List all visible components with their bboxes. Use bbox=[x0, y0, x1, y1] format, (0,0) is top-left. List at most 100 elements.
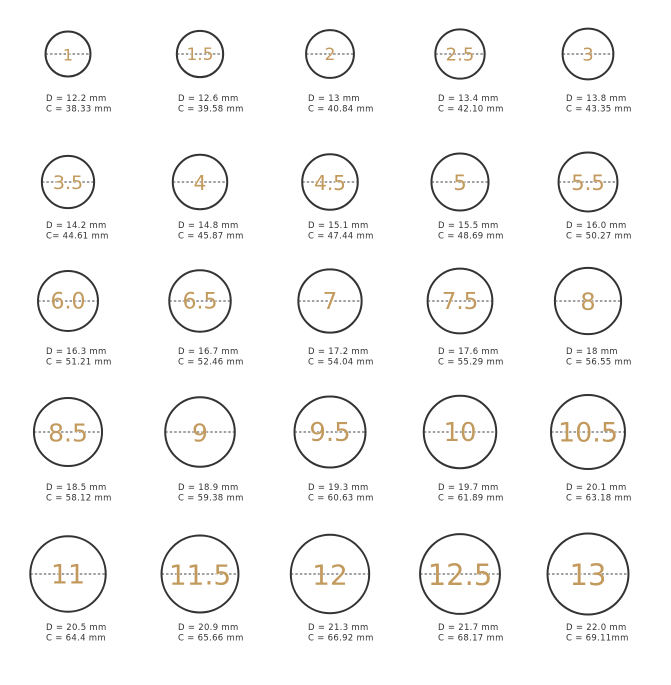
diameter-text: D = 17.6 mm bbox=[438, 347, 499, 357]
diameter-text: D = 22.0 mm bbox=[566, 623, 627, 633]
ring-item: 11.5 D = 20.9 mmC = 65.66 mm bbox=[160, 534, 244, 644]
circumference-text: C = 40.84 mm bbox=[308, 105, 374, 115]
ring-size-label: 8.5 bbox=[48, 419, 88, 448]
circumference-text: C = 58.12 mm bbox=[46, 494, 112, 504]
circumference-text: C = 50.27 mm bbox=[566, 232, 632, 242]
diameter-text: D = 16.0 mm bbox=[566, 221, 627, 231]
diameter-text: D = 13.4 mm bbox=[438, 94, 499, 104]
ring-item: 12 D = 21.3 mmC = 66.92 mm bbox=[289, 533, 374, 644]
ring-item: 9 D = 18.9 mmC = 59.38 mm bbox=[164, 396, 244, 504]
ring-item: 10.5 D = 20.1 mmC = 63.18 mm bbox=[550, 394, 632, 504]
ring-item: 10 D = 19.7 mmC = 61.89 mm bbox=[422, 394, 504, 504]
circumference-text: C = 51.21 mm bbox=[46, 358, 112, 368]
diameter-text: D = 15.1 mm bbox=[308, 221, 369, 231]
ring-size-label: 3 bbox=[582, 45, 593, 66]
ring-size-label: 12 bbox=[312, 559, 348, 592]
ring-size-label: 9.5 bbox=[309, 418, 350, 448]
diameter-text: D = 15.5 mm bbox=[438, 221, 499, 231]
ring-size-label: 5 bbox=[453, 171, 466, 195]
diameter-text: D = 12.6 mm bbox=[178, 94, 239, 104]
ring-size-label: 12.5 bbox=[428, 558, 493, 592]
circumference-text: C = 66.92 mm bbox=[308, 634, 374, 644]
ring-item: 7.5 D = 17.6 mmC = 55.29 mm bbox=[426, 267, 504, 368]
diameter-text: D = 13.8 mm bbox=[566, 94, 627, 104]
circumference-text: C = 65.66 mm bbox=[178, 634, 244, 644]
circumference-text: C = 38.33 mm bbox=[46, 105, 112, 115]
circumference-text: C = 64.4 mm bbox=[46, 634, 106, 644]
diameter-text: D = 16.7 mm bbox=[178, 347, 239, 357]
ring-item: 4 D = 14.8 mmC = 45.87 mm bbox=[171, 153, 244, 242]
circumference-text: C = 48.69 mm bbox=[438, 232, 504, 242]
ring-size-label: 10 bbox=[443, 418, 476, 448]
circumference-text: C = 63.18 mm bbox=[566, 494, 632, 504]
ring-item: 2 D = 13 mmC = 40.84 mm bbox=[305, 29, 374, 115]
circumference-text: C = 59.38 mm bbox=[178, 494, 244, 504]
circumference-text: C = 60.63 mm bbox=[308, 494, 374, 504]
circumference-text: C = 55.29 mm bbox=[438, 358, 504, 368]
circumference-text: C = 42.10 mm bbox=[438, 105, 504, 115]
ring-item: 8 D = 18 mmC = 56.55 mm bbox=[553, 266, 632, 368]
ring-size-label: 2.5 bbox=[446, 45, 475, 66]
ring-size-label: 6.0 bbox=[51, 290, 86, 315]
ring-item: 6.5 D = 16.7 mmC = 52.46 mm bbox=[168, 269, 244, 368]
ring-size-label: 1.5 bbox=[186, 45, 213, 65]
diameter-text: D = 14.8 mm bbox=[178, 221, 239, 231]
circumference-text: C = 43.35 mm bbox=[566, 105, 632, 115]
circumference-text: C = 45.87 mm bbox=[178, 232, 244, 242]
ring-size-label: 1 bbox=[63, 46, 73, 65]
ring-item: 3 D = 13.8 mmC = 43.35 mm bbox=[561, 27, 632, 115]
ring-size-label: 13 bbox=[570, 558, 607, 592]
ring-size-label: 9 bbox=[192, 419, 208, 448]
diameter-text: D = 21.3 mm bbox=[308, 623, 369, 633]
ring-item: 11 D = 20.5 mmC = 64.4 mm bbox=[29, 535, 107, 644]
circumference-text: C = 47.44 mm bbox=[308, 232, 374, 242]
diameter-text: D = 19.3 mm bbox=[308, 483, 369, 493]
ring-item: 6.0 D = 16.3 mmC = 51.21 mm bbox=[37, 270, 112, 368]
ring-size-label: 10.5 bbox=[558, 418, 618, 449]
diameter-text: D = 19.7 mm bbox=[438, 483, 499, 493]
circumference-text: C = 52.46 mm bbox=[178, 358, 244, 368]
ring-size-label: 3.5 bbox=[53, 172, 83, 194]
circumference-text: C = 39.58 mm bbox=[178, 105, 244, 115]
ring-item: 2.5 D = 13.4 mmC = 42.10 mm bbox=[434, 28, 504, 115]
circumference-text: C= 44.61 mm bbox=[46, 232, 109, 242]
ring-item: 13 D = 22.0 mmC = 69.11mm bbox=[546, 532, 630, 644]
diameter-text: D = 12.2 mm bbox=[46, 94, 107, 104]
diameter-text: D = 17.2 mm bbox=[308, 347, 369, 357]
circumference-text: C = 68.17 mm bbox=[438, 634, 504, 644]
diameter-text: D = 13 mm bbox=[308, 94, 360, 104]
circumference-text: C = 61.89 mm bbox=[438, 494, 504, 504]
ring-item: 8.5 D = 18.5 mmC = 58.12 mm bbox=[32, 396, 112, 504]
diameter-text: D = 18.9 mm bbox=[178, 483, 239, 493]
diameter-text: D = 20.9 mm bbox=[178, 623, 239, 633]
ring-size-label: 8 bbox=[580, 288, 595, 316]
ring-size-label: 11.5 bbox=[169, 559, 231, 592]
circumference-text: C = 56.55 mm bbox=[566, 358, 632, 368]
ring-item: 4.5 D = 15.1 mmC = 47.44 mm bbox=[301, 153, 374, 242]
diameter-text: D = 18.5 mm bbox=[46, 483, 107, 493]
ring-size-label: 2 bbox=[325, 45, 336, 65]
diameter-text: D = 20.1 mm bbox=[566, 483, 627, 493]
ring-size-label: 4.5 bbox=[314, 171, 346, 195]
ring-item: 9.5 D = 19.3 mmC = 60.63 mm bbox=[293, 395, 374, 504]
ring-size-label: 6.5 bbox=[183, 290, 218, 315]
circumference-text: C = 54.04 mm bbox=[308, 358, 374, 368]
ring-size-label: 5.5 bbox=[571, 171, 604, 195]
ring-size-label: 7.5 bbox=[442, 289, 479, 315]
diameter-text: D = 16.3 mm bbox=[46, 347, 107, 357]
ring-size-label: 7 bbox=[323, 289, 338, 315]
ring-item: 5 D = 15.5 mmC = 48.69 mm bbox=[430, 152, 504, 242]
ring-size-label: 4 bbox=[194, 171, 207, 195]
ring-item: 1 D = 12.2 mmC = 38.33 mm bbox=[44, 30, 112, 115]
diameter-text: D = 21.7 mm bbox=[438, 623, 499, 633]
ring-item: 5.5 D = 16.0 mmC = 50.27 mm bbox=[557, 151, 632, 242]
diameter-text: D = 18 mm bbox=[566, 347, 618, 357]
ring-item: 1.5 D = 12.6 mmC = 39.58 mm bbox=[175, 29, 244, 115]
ring-size-label: 11 bbox=[51, 560, 85, 591]
diameter-text: D = 14.2 mm bbox=[46, 221, 107, 231]
diameter-text: D = 20.5 mm bbox=[46, 623, 107, 633]
ring-item: 3.5 D = 14.2 mmC= 44.61 mm bbox=[40, 154, 109, 242]
circumference-text: C = 69.11mm bbox=[566, 634, 629, 644]
ring-item: 7 D = 17.2 mmC = 54.04 mm bbox=[297, 268, 374, 368]
